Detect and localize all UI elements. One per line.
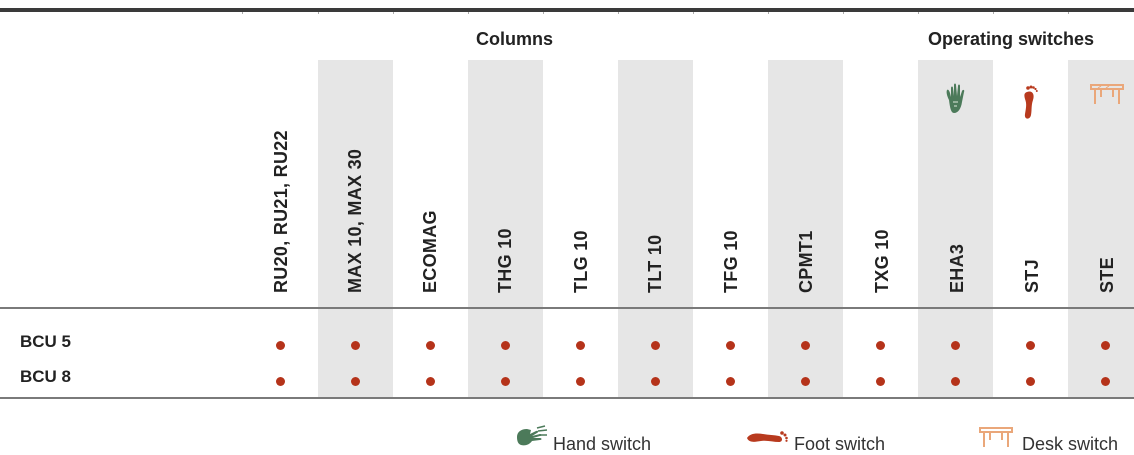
top-tick [618, 12, 619, 14]
column-header-label: RU20, RU21, RU22 [271, 130, 291, 293]
column-header-label: ECOMAG [420, 210, 440, 293]
column-header-label: STJ [1022, 259, 1042, 293]
compatibility-dot [950, 340, 960, 350]
compatibility-dot [500, 340, 510, 350]
column-header-label: TFG 10 [721, 230, 741, 293]
top-rule [0, 8, 1134, 12]
top-tick [693, 12, 694, 14]
header-rule [0, 307, 1134, 309]
compatibility-dot [800, 340, 810, 350]
compatibility-dot [275, 376, 285, 386]
group-label-operating-switches: Operating switches [928, 29, 1095, 49]
column-shade-ste [1068, 60, 1134, 397]
legend-desk-label: Desk switch [1022, 434, 1119, 454]
compatibility-dot [875, 340, 885, 350]
compatibility-dot [650, 340, 660, 350]
compatibility-dot [950, 376, 960, 386]
compatibility-dot [575, 340, 585, 350]
group-label-columns: Columns [476, 29, 554, 49]
column-header-label: CPMT1 [796, 230, 816, 293]
legend-hand-label: Hand switch [553, 434, 652, 454]
top-tick [768, 12, 769, 14]
top-tick [543, 12, 544, 14]
top-tick [318, 12, 319, 14]
top-tick [1068, 12, 1069, 14]
compatibility-dot [725, 340, 735, 350]
column-header-label: TLT 10 [645, 234, 665, 293]
compatibility-dot [275, 340, 285, 350]
compatibility-dot [350, 376, 360, 386]
compatibility-dot [725, 376, 735, 386]
top-tick [242, 12, 243, 14]
compatibility-dot [425, 376, 435, 386]
column-header-label: MAX 10, MAX 30 [345, 148, 365, 293]
desk-icon [1090, 84, 1124, 104]
legend-foot-label: Foot switch [794, 434, 886, 454]
compatibility-dot [650, 376, 660, 386]
foot-icon [747, 431, 788, 442]
column-header-label: STE [1097, 257, 1117, 293]
column-header-label: TLG 10 [571, 230, 591, 293]
compatibility-dot [1100, 340, 1110, 350]
column-header-label: THG 10 [495, 228, 515, 293]
desk-icon [979, 427, 1013, 447]
top-tick [468, 12, 469, 14]
top-tick [393, 12, 394, 14]
compatibility-dot [1025, 340, 1035, 350]
hand-icon [517, 425, 548, 446]
column-header-label: EHA3 [947, 243, 967, 293]
hand-icon [946, 83, 965, 113]
compatibility-dot [350, 340, 360, 350]
compatibility-dot [875, 376, 885, 386]
compatibility-dot [1025, 376, 1035, 386]
top-tick [843, 12, 844, 14]
compatibility-dot [575, 376, 585, 386]
compatibility-dot [425, 340, 435, 350]
compatibility-dot [800, 376, 810, 386]
compatibility-dot [500, 376, 510, 386]
column-header-label: TXG 10 [872, 229, 892, 293]
foot-icon [1024, 85, 1038, 119]
compatibility-dot [1100, 376, 1110, 386]
top-tick [918, 12, 919, 14]
row-label-bcu8: BCU 8 [20, 367, 72, 386]
table-bottom-rule [0, 397, 1134, 399]
top-tick [993, 12, 994, 14]
row-label-bcu5: BCU 5 [20, 332, 72, 351]
